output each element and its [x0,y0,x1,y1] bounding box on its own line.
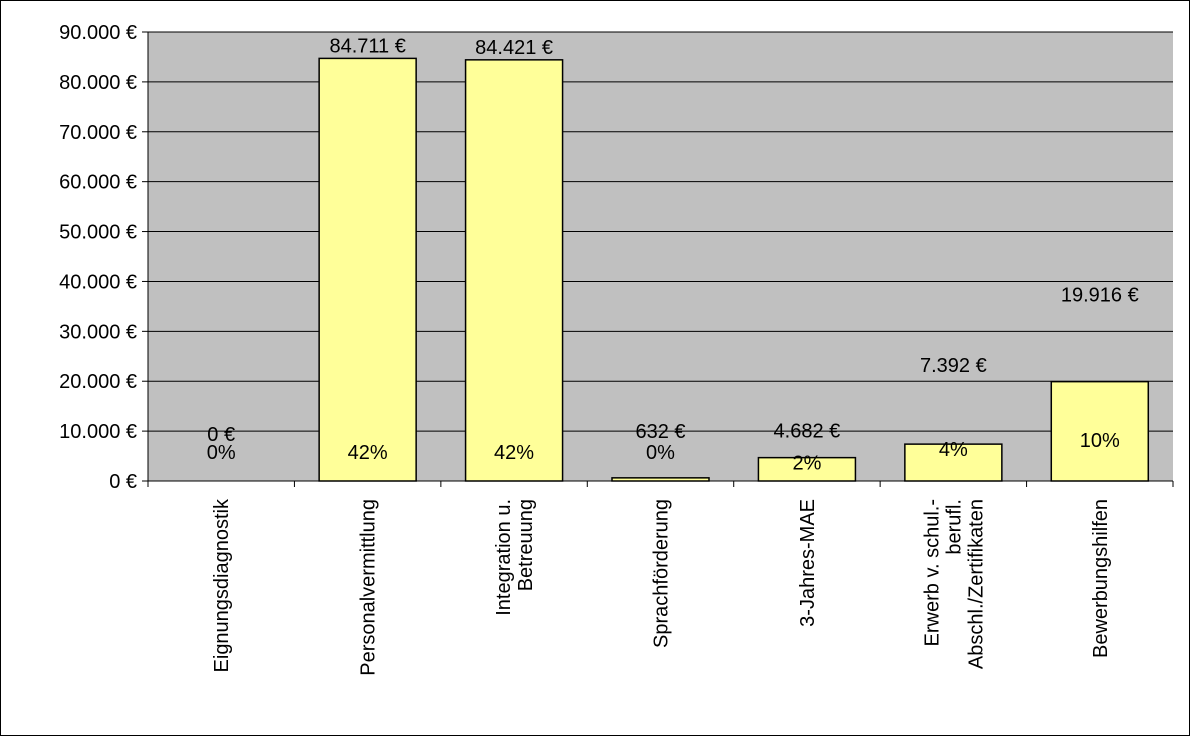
x-category-label-line: Personalvermittlung [358,499,380,676]
x-category-label: Integration u.Betreuung [493,499,537,616]
data-label-value: 84.711 € [329,35,405,57]
data-label-value: 7.392 € [920,355,987,377]
x-category-label: 3-Jahres-MAE [797,499,819,627]
data-label-percent: 0% [207,442,236,464]
x-category-label-line: Sprachförderung [651,499,673,648]
x-category-label-text: Eignungsdiagnostik [211,498,233,672]
y-tick-label: 30.000 € [59,321,137,343]
y-tick-label: 10.000 € [59,421,137,443]
data-label-value: 19.916 € [1061,285,1139,307]
x-category-label-text: 3-Jahres-MAE [797,499,819,627]
x-category-label-line: Bewerbungshilfen [1090,499,1112,658]
data-label-value: 0 € [207,424,235,446]
data-label-percent: 10% [1080,430,1120,452]
x-category-label: Erwerb v. schul.-berufl.Abschl./Zertifik… [921,499,987,669]
y-tick-label: 90.000 € [59,22,137,44]
x-category-label-line: berufl. [943,499,965,555]
data-label-percent: 2% [792,453,821,475]
x-category-label: Personalvermittlung [358,499,380,676]
bar [464,59,564,482]
data-label-percent: 0% [646,442,675,464]
x-category-label-line: Erwerb v. schul.- [921,499,943,646]
y-tick-label: 50.000 € [59,222,137,244]
x-category-label-line: Integration u. [493,499,515,616]
x-category-label-line: Abschl./Zertifikaten [965,499,987,669]
data-label-percent: 42% [494,442,534,464]
x-category-label-text: Personalvermittlung [358,499,380,676]
x-category-label-line: Betreuung [515,499,537,591]
x-category-label: Bewerbungshilfen [1090,499,1112,658]
data-label-percent: 4% [939,439,968,461]
bar [1050,380,1150,482]
bar [757,456,857,482]
data-label-value: 632 € [635,421,685,443]
x-category-label-text: Integration u.Betreuung [493,499,537,616]
bar [904,443,1003,482]
y-tick-label: 0 € [109,471,137,493]
x-category-label-line: 3-Jahres-MAE [797,499,819,627]
data-label-value: 4.682 € [774,421,841,443]
y-tick-label: 20.000 € [59,371,137,393]
y-tick-label: 40.000 € [59,271,137,293]
data-label-percent: 42% [348,442,388,464]
y-tick-label: 70.000 € [59,122,137,144]
y-tick-label: 80.000 € [59,72,137,94]
x-category-label-text: Sprachförderung [651,499,673,648]
x-category-label-text: Erwerb v. schul.-berufl.Abschl./Zertifik… [921,499,987,669]
bar [318,57,417,482]
x-category-label: Sprachförderung [651,499,673,648]
plot-area [148,32,1173,481]
x-category-label-line: Eignungsdiagnostik [211,498,233,672]
x-category-label: Eignungsdiagnostik [211,498,233,672]
y-tick-label: 60.000 € [59,172,137,194]
x-category-label-text: Bewerbungshilfen [1090,499,1112,658]
bar [611,477,710,482]
data-label-value: 84.421 € [475,37,553,59]
